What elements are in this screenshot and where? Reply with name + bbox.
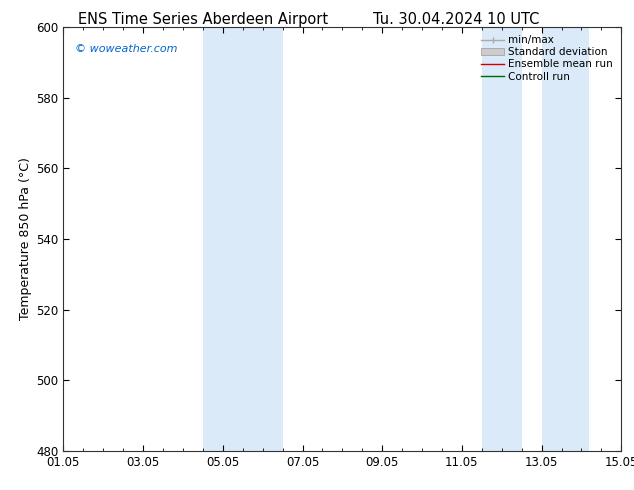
Legend: min/max, Standard deviation, Ensemble mean run, Controll run: min/max, Standard deviation, Ensemble me… <box>478 32 616 85</box>
Text: © woweather.com: © woweather.com <box>75 44 177 54</box>
Text: Tu. 30.04.2024 10 UTC: Tu. 30.04.2024 10 UTC <box>373 12 540 27</box>
Bar <box>243 27 283 451</box>
Bar <box>203 27 243 451</box>
Bar <box>482 27 522 451</box>
Text: ENS Time Series Aberdeen Airport: ENS Time Series Aberdeen Airport <box>78 12 328 27</box>
Y-axis label: Temperature 850 hPa (°C): Temperature 850 hPa (°C) <box>19 157 32 320</box>
Bar <box>541 27 590 451</box>
